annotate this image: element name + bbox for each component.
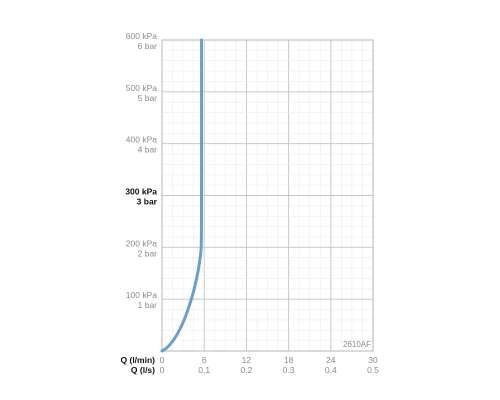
x-tick-label-secondary: 0 [160, 365, 165, 375]
y-tick-label-bar: 3 bar [137, 197, 158, 207]
y-tick-label-kpa: 200 kPa [126, 238, 157, 248]
series-group [160, 38, 204, 353]
x-tick-label-secondary: 0.1 [198, 365, 210, 375]
x-tick-label-primary: 6 [202, 355, 207, 365]
x-axis-label-primary: Q (l/min) [121, 355, 156, 365]
x-tick-label-primary: 24 [326, 355, 336, 365]
x-tick-label-primary: 30 [368, 355, 378, 365]
y-tick-label-kpa: 400 kPa [126, 135, 157, 145]
series-line-0 [160, 38, 204, 353]
chart-code-label: 2610AF [343, 340, 371, 349]
x-tick-label-primary: 12 [242, 355, 252, 365]
x-tick-label-secondary: 0.2 [240, 365, 252, 375]
plot-frame [161, 39, 374, 352]
x-tick-label-primary: 0 [160, 355, 165, 365]
y-tick-label-kpa: 300 kPa [125, 187, 157, 197]
y-tick-label-bar: 4 bar [138, 145, 158, 155]
y-tick-label-bar: 1 bar [138, 300, 158, 310]
y-tick-label-kpa: 500 kPa [126, 83, 157, 93]
x-axis-labels: 00 60.1 120.2 180.3 240.4 300.5 [160, 355, 380, 375]
x-tick-label-secondary: 0.5 [367, 365, 379, 375]
x-tick-label-secondary: 0.3 [283, 365, 295, 375]
y-tick-label-kpa: 600 kPa [126, 31, 157, 41]
y-tick-label-kpa: 100 kPa [126, 290, 157, 300]
x-axis-label-secondary: Q (l/s) [131, 365, 155, 375]
y-tick-label-bar: 2 bar [138, 248, 158, 258]
x-tick-label-secondary: 0.4 [325, 365, 337, 375]
x-tick-label-primary: 18 [284, 355, 294, 365]
y-tick-label-bar: 6 bar [138, 41, 158, 51]
grid [161, 39, 374, 352]
y-tick-label-bar: 5 bar [138, 93, 158, 103]
